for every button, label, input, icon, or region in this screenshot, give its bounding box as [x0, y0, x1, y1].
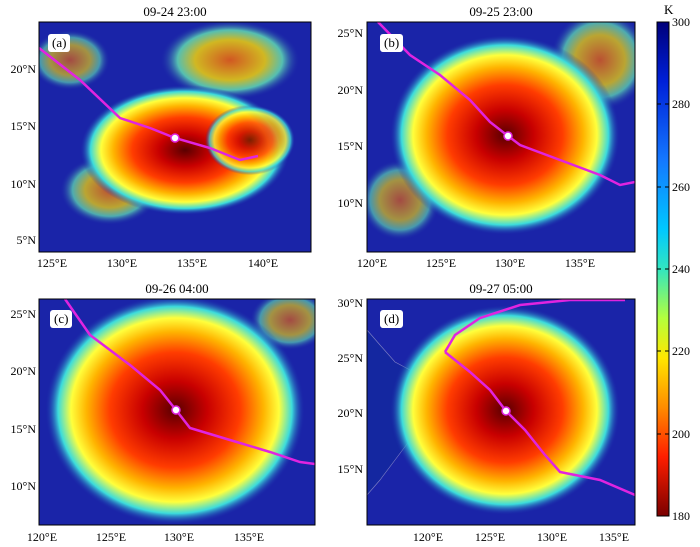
lat-label: 15°N: [337, 462, 363, 476]
panel-a-title: 09-24 23:00: [143, 4, 207, 19]
lon-label: 130°E: [494, 256, 526, 270]
lat-label: 20°N: [337, 406, 363, 420]
panel-d-map: [366, 298, 636, 526]
lat-label: 15°N: [337, 139, 363, 153]
lon-label: 130°E: [163, 530, 195, 544]
panel-b-map: [366, 21, 636, 253]
lat-label: 15°N: [10, 119, 36, 133]
panel-b-title: 09-25 23:00: [469, 4, 533, 19]
lon-label: 140°E: [247, 256, 279, 270]
lat-label: 25°N: [10, 307, 36, 321]
lat-label: 20°N: [337, 83, 363, 97]
lat-label: 15°N: [10, 422, 36, 436]
track-line: [63, 299, 315, 466]
lon-label: 120°E: [356, 256, 388, 270]
lon-label: 125°E: [474, 530, 506, 544]
colorbar-tick: 180: [672, 509, 690, 523]
panel-d-letter: (d): [380, 310, 404, 328]
lon-label: 135°E: [598, 530, 630, 544]
colorbar-tick: 300: [672, 15, 690, 29]
panel-d-title: 09-27 05:00: [469, 281, 533, 296]
lat-label: 10°N: [337, 196, 363, 210]
lon-label: 125°E: [425, 256, 457, 270]
colorbar-unit: K: [664, 2, 674, 17]
lat-label: 20°N: [10, 364, 36, 378]
lon-label: 125°E: [95, 530, 127, 544]
colorbar-tick: 280: [672, 97, 690, 111]
track-line: [443, 299, 625, 353]
colorbar-tick: 260: [672, 180, 690, 194]
lon-label: 135°E: [176, 256, 208, 270]
panel-a-map: [38, 21, 312, 253]
lon-label: 125°E: [36, 256, 68, 270]
lon-label: 130°E: [106, 256, 138, 270]
storm-center-marker: [170, 133, 180, 143]
panel-c-title: 09-26 04:00: [145, 281, 209, 296]
lon-label: 135°E: [564, 256, 596, 270]
colorbar-tick: 240: [672, 262, 690, 276]
lat-label: 30°N: [337, 296, 363, 310]
lat-label: 25°N: [337, 26, 363, 40]
lat-label: 10°N: [10, 177, 36, 191]
lon-label: 130°E: [536, 530, 568, 544]
lat-label: 10°N: [10, 479, 36, 493]
lon-label: 135°E: [233, 530, 265, 544]
lat-label: 20°N: [10, 62, 36, 76]
colorbar-tick: 200: [672, 427, 690, 441]
panel-c-map: [38, 298, 316, 526]
track-line: [39, 47, 259, 162]
panel-b-letter: (b): [380, 34, 404, 52]
lat-label: 5°N: [16, 233, 36, 247]
colorbar-tick: 220: [672, 344, 690, 358]
panel-c-letter: (c): [50, 310, 73, 328]
lon-label: 120°E: [412, 530, 444, 544]
storm-center-marker: [501, 406, 511, 416]
lat-label: 25°N: [337, 351, 363, 365]
track-line: [444, 351, 635, 497]
lon-label: 120°E: [26, 530, 58, 544]
storm-center-marker: [171, 405, 181, 415]
storm-center-marker: [503, 131, 513, 141]
colorbar: [656, 21, 670, 517]
panel-a-letter: (a): [48, 34, 71, 52]
